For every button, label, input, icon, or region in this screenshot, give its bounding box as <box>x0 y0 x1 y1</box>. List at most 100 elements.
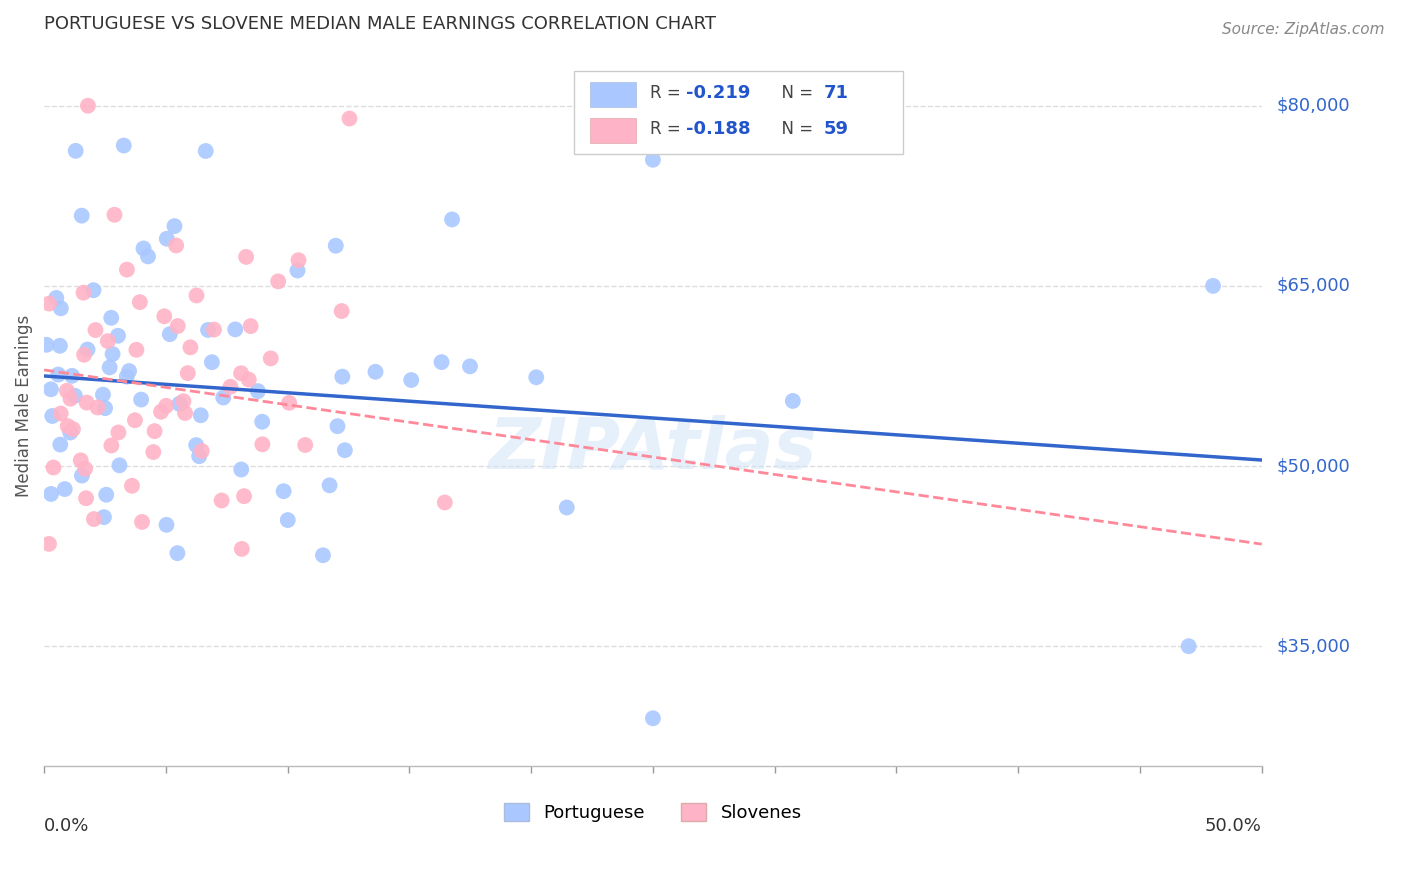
Point <box>76 343 98 357</box>
Point <box>100 438 122 452</box>
Point <box>112 138 135 153</box>
Point <box>194 144 217 158</box>
Point <box>201 355 224 369</box>
Point <box>231 541 253 556</box>
Point <box>129 392 152 407</box>
Point <box>143 424 166 438</box>
Point <box>339 112 361 126</box>
Point <box>169 397 191 411</box>
Point <box>42 460 65 475</box>
Point <box>75 462 97 476</box>
Point <box>238 373 260 387</box>
Point <box>108 458 131 473</box>
Point <box>197 323 219 337</box>
Point <box>76 395 98 409</box>
Point <box>124 413 146 427</box>
Point <box>159 327 181 342</box>
Point <box>96 488 118 502</box>
Point <box>132 242 155 256</box>
Point <box>326 419 349 434</box>
Point <box>166 318 188 333</box>
Point <box>174 406 197 420</box>
Point <box>49 407 72 421</box>
Point <box>433 495 456 509</box>
Point <box>458 359 481 374</box>
FancyBboxPatch shape <box>589 119 636 143</box>
Point <box>86 401 108 415</box>
Point <box>325 238 347 252</box>
Text: 59: 59 <box>824 120 848 137</box>
Point <box>250 415 273 429</box>
Y-axis label: Median Male Earnings: Median Male Earnings <box>15 315 32 497</box>
Text: R =: R = <box>651 120 686 137</box>
Point <box>38 296 60 310</box>
Point <box>229 366 252 380</box>
Point <box>524 370 547 384</box>
Point <box>72 285 94 300</box>
Point <box>77 99 100 113</box>
Point <box>63 389 86 403</box>
Point <box>65 144 87 158</box>
Point <box>59 392 82 406</box>
Point <box>312 548 335 562</box>
Point <box>62 422 84 436</box>
Point <box>246 384 269 398</box>
Point <box>107 328 129 343</box>
Point <box>39 487 62 501</box>
Point <box>69 453 91 467</box>
Text: $65,000: $65,000 <box>1277 277 1350 295</box>
Point <box>128 295 150 310</box>
Point <box>56 419 79 434</box>
Point <box>131 515 153 529</box>
Point <box>179 340 201 354</box>
FancyBboxPatch shape <box>574 70 903 153</box>
Text: N =: N = <box>770 120 818 137</box>
Point <box>35 338 58 352</box>
Point <box>70 468 93 483</box>
Point <box>287 263 309 277</box>
Point <box>267 274 290 288</box>
Point <box>1177 639 1199 653</box>
Point <box>233 489 256 503</box>
Point <box>150 405 173 419</box>
Point <box>118 364 141 378</box>
Point <box>430 355 453 369</box>
Point <box>172 394 194 409</box>
Point <box>231 462 253 476</box>
Point <box>41 409 63 423</box>
Point <box>59 425 82 440</box>
Text: R =: R = <box>651 84 686 102</box>
Point <box>49 437 72 451</box>
Text: -0.219: -0.219 <box>686 84 751 102</box>
Point <box>125 343 148 357</box>
Point <box>103 208 125 222</box>
Point <box>260 351 283 366</box>
Point <box>115 262 138 277</box>
Point <box>186 288 208 302</box>
Point <box>165 238 187 252</box>
Point <box>273 484 295 499</box>
Point <box>287 253 309 268</box>
Point <box>155 399 177 413</box>
Point <box>75 491 97 506</box>
Text: 71: 71 <box>824 84 848 102</box>
Text: ZIPAtlas: ZIPAtlas <box>489 415 817 483</box>
Point <box>277 513 299 527</box>
Point <box>155 517 177 532</box>
Point <box>212 391 235 405</box>
Point <box>224 322 246 336</box>
Point <box>38 537 60 551</box>
Point <box>333 443 356 458</box>
Point <box>98 360 121 375</box>
Point <box>641 711 664 725</box>
Point <box>53 482 76 496</box>
Point <box>84 323 107 337</box>
Text: -0.188: -0.188 <box>686 120 751 137</box>
Point <box>330 369 353 384</box>
Point <box>39 382 62 396</box>
Point <box>1202 278 1225 293</box>
Point <box>136 249 159 263</box>
Point <box>73 348 96 362</box>
Point <box>188 449 211 463</box>
Point <box>441 212 464 227</box>
